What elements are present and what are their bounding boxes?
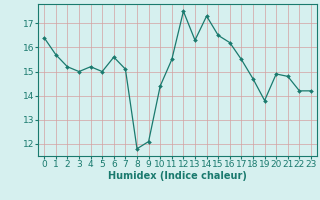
X-axis label: Humidex (Indice chaleur): Humidex (Indice chaleur)	[108, 171, 247, 181]
